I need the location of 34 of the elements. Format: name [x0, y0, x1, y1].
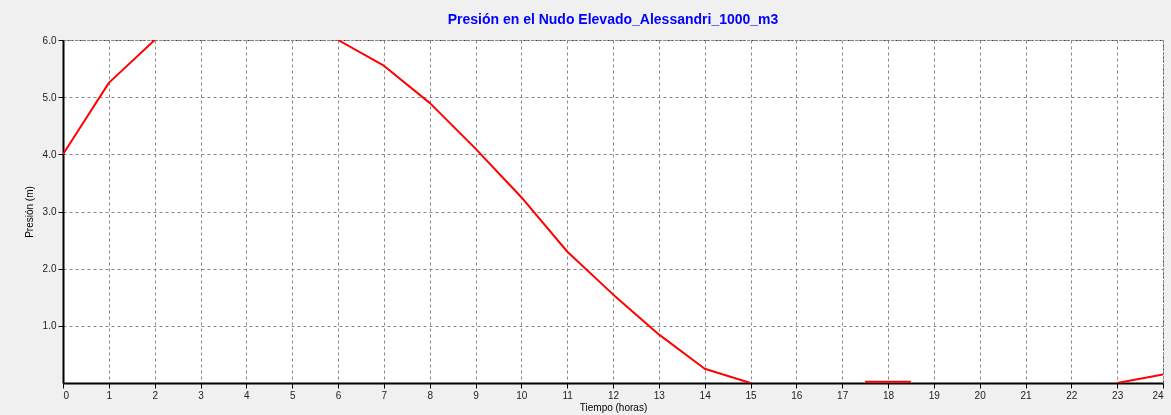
y-tick-label: 4.0 — [42, 148, 57, 160]
x-tick-label: 10 — [516, 389, 528, 401]
x-tick-label: 11 — [562, 389, 574, 401]
x-tick-label: 18 — [882, 389, 895, 401]
x-tick-label: 6 — [335, 389, 342, 401]
y-tick-label: 6.0 — [42, 34, 57, 46]
y-tick-label: 3.0 — [42, 206, 57, 217]
x-axis-title: Tiempo (horas) — [579, 401, 648, 413]
x-tick-label: 19 — [928, 389, 941, 401]
x-tick-label: 8 — [427, 389, 434, 401]
x-tick-label: 12 — [607, 389, 620, 401]
x-tick-label: 15 — [745, 389, 757, 401]
x-tick-label: 5 — [289, 389, 296, 401]
x-tick-label: 3 — [198, 389, 205, 401]
y-tick-label: 1.0 — [42, 320, 57, 332]
x-tick-label: 21 — [1020, 389, 1032, 401]
x-tick-label: 14 — [699, 389, 712, 401]
y-tick-label: 5.0 — [42, 91, 57, 103]
x-tick-label: 4 — [244, 389, 251, 401]
x-tick-label: 16 — [791, 389, 803, 401]
x-tick-label: 9 — [473, 389, 480, 401]
x-tick-label: 1 — [106, 389, 113, 401]
x-tick-label: 7 — [381, 389, 388, 401]
x-tick-label: 17 — [837, 389, 849, 401]
y-axis-title: Presión (m) — [23, 186, 35, 238]
y-tick-label: 2.0 — [42, 263, 57, 275]
x-tick-label: 0 — [63, 389, 70, 401]
chart-title: Presión en el Nudo Elevado_Alessandri_1000_m3 — [447, 11, 779, 27]
x-tick-label: 20 — [974, 389, 987, 401]
x-tick-label: 2 — [152, 389, 159, 401]
x-tick-label: 13 — [653, 389, 666, 401]
x-tick-label: 23 — [1112, 389, 1124, 401]
x-tick-label: 22 — [1066, 389, 1078, 401]
x-tick-label: 24 — [1152, 389, 1164, 401]
